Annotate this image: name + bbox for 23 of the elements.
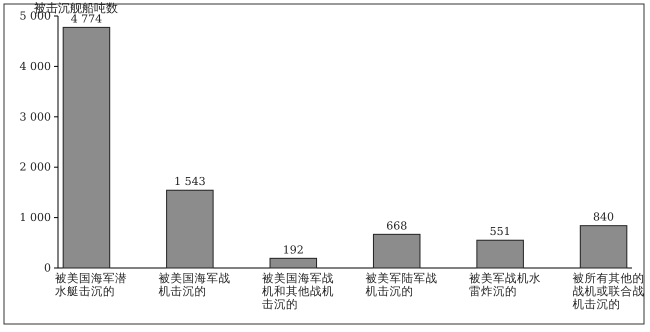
data-label: 1 543 [174, 175, 206, 188]
data-label: 551 [490, 225, 511, 238]
bar [270, 258, 318, 268]
y-tick-label: 1 000 [20, 211, 51, 224]
bar [476, 240, 524, 268]
x-tick-label: 被美国海军战机和其他战机击沉的 [262, 271, 334, 311]
x-tick-label: 被美军战机水雷炸沉的 [468, 271, 541, 298]
y-tick-label: 0 [44, 262, 51, 275]
x-tick-label: 被美军陆军战机击沉的 [365, 271, 438, 298]
data-label: 192 [282, 243, 304, 256]
x-tick-label: 被美国海军战机击沉的 [158, 271, 231, 298]
bar [580, 225, 628, 268]
y-tick-label: 4 000 [20, 60, 51, 73]
data-label: 668 [386, 219, 408, 232]
data-label: 4 774 [70, 12, 102, 26]
x-tick-label: 被所有其他的战机或联合战机击沉的 [572, 271, 644, 311]
bar [372, 234, 420, 268]
y-tick-label: 3 000 [20, 110, 51, 124]
data-label: 840 [593, 210, 614, 224]
y-tick-label: 2 000 [20, 160, 51, 174]
x-tick-label: 被美国海军潜水艇击沉的 [55, 271, 128, 298]
bar [62, 26, 110, 268]
bar [166, 190, 214, 268]
